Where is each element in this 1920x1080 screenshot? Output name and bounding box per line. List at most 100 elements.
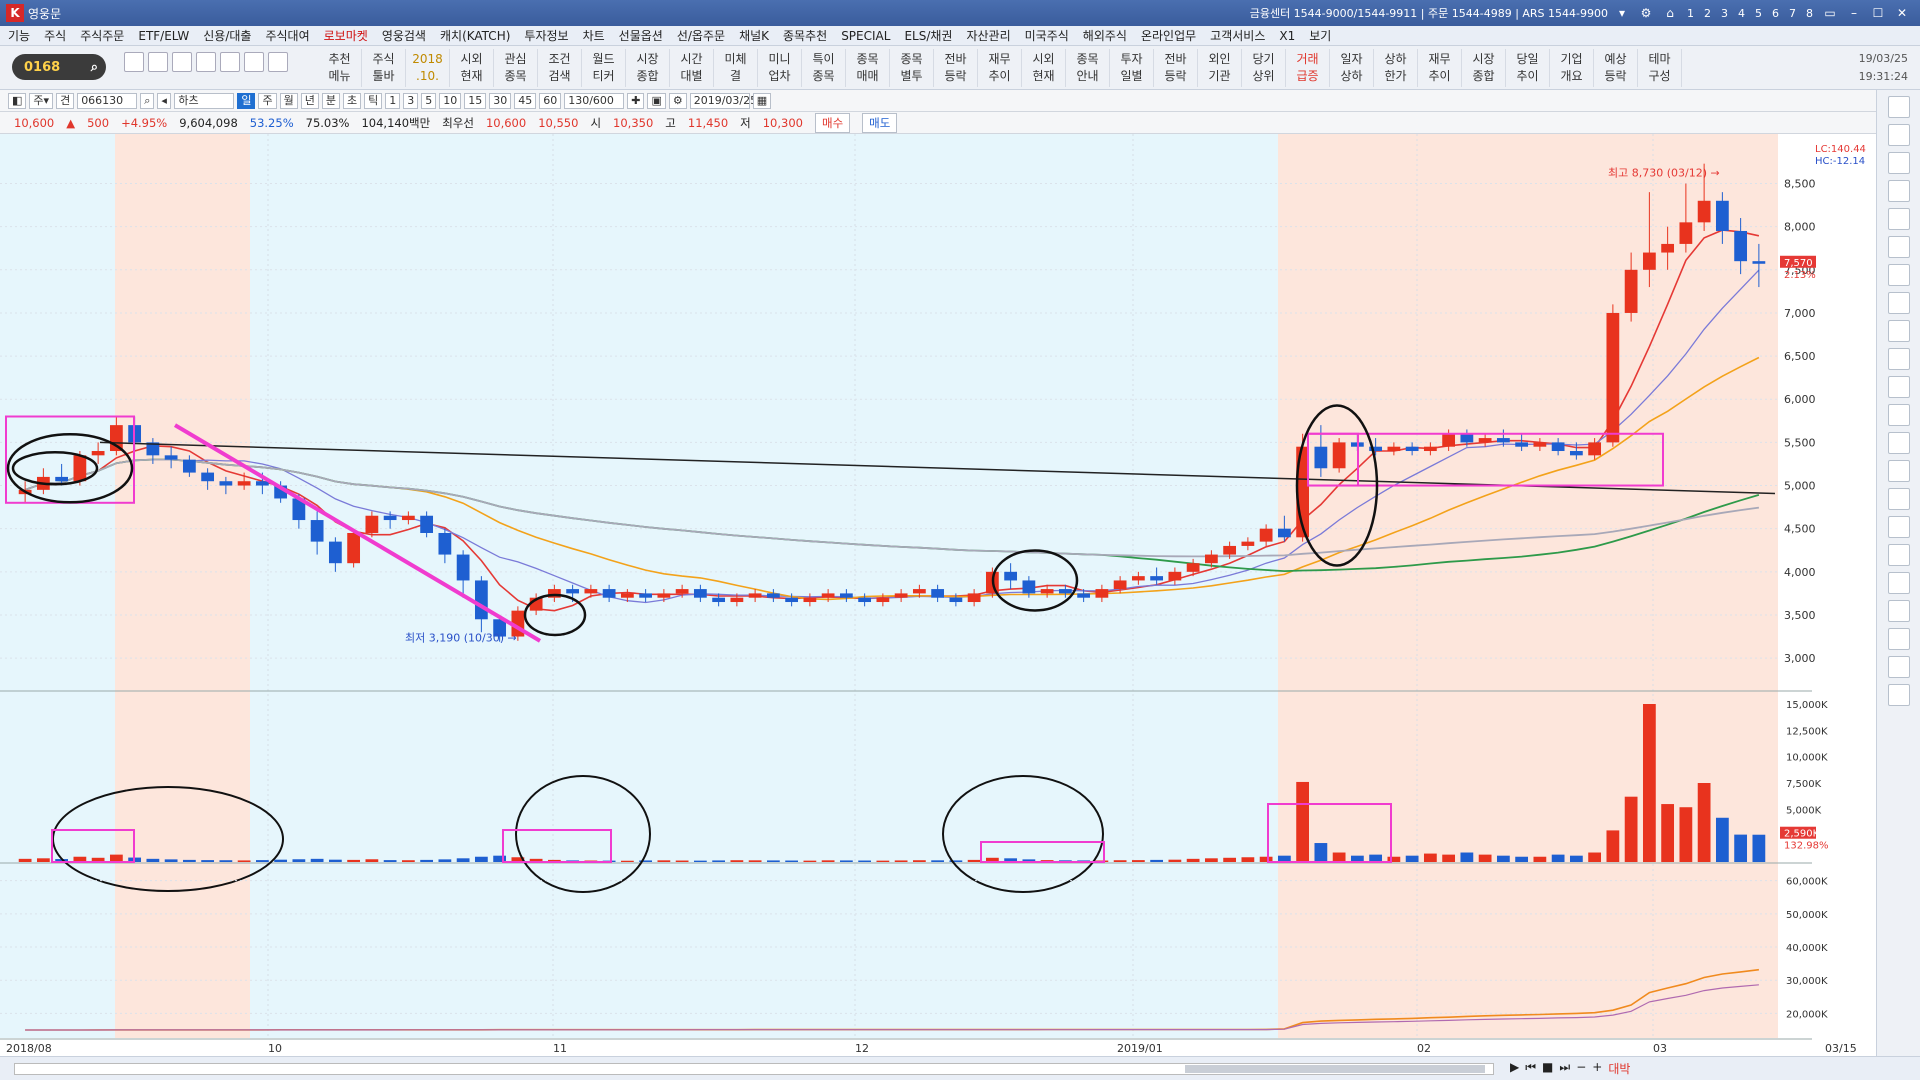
menu-item-6[interactable]: 로보마켓 [323,29,368,43]
min-45[interactable]: 45 [514,92,537,109]
rect-icon[interactable] [1887,404,1910,426]
quick-button-14[interactable]: 전바 등락 [934,49,978,87]
page-2[interactable]: 2 [1704,6,1711,20]
arrows-icon[interactable] [1887,460,1910,482]
quick-button-20[interactable]: 외인 기관 [1198,49,1242,87]
quick-button-5[interactable]: 조건 검색 [538,49,582,87]
quick-button-22[interactable]: 거래 급증 [1286,49,1330,87]
zoom-out-icon[interactable]: − [1576,1060,1587,1074]
menu-item-16[interactable]: ELS/채권 [904,29,953,43]
quick-button-21[interactable]: 당기 상위 [1242,49,1286,87]
calendar-icon[interactable]: ▦ [752,92,772,109]
page-7[interactable]: 7 [1789,6,1796,20]
search-icon[interactable]: ⌕ [140,92,155,109]
quick-button-29[interactable]: 예상 등락 [1594,49,1638,87]
circle-icon[interactable] [1887,376,1910,398]
menu-item-10[interactable]: 차트 [582,29,605,43]
settings-icon[interactable] [1887,152,1910,174]
menu-item-8[interactable]: 캐치(KATCH) [439,29,511,43]
save-icon[interactable]: ▣ [647,92,666,109]
speaker-icon[interactable]: ◂ [157,92,172,109]
fib-icon[interactable] [1887,348,1910,370]
last-icon[interactable]: ⏭ [1559,1060,1571,1074]
eraser-icon[interactable] [1887,572,1910,594]
screen-code-input[interactable]: 0168 ⌕ [12,54,106,80]
stock-name[interactable]: 하츠 [174,92,235,109]
period-minute[interactable]: 분 [321,92,340,109]
layout-icon[interactable] [1887,124,1910,146]
dropdown-icon[interactable]: ▾ [1618,6,1626,20]
gear-icon[interactable] [268,52,288,72]
menu-item-13[interactable]: 채널K [739,29,770,43]
page-6[interactable]: 6 [1772,6,1779,20]
min-1[interactable]: 1 [385,92,401,109]
menu-item-15[interactable]: SPECIAL [841,28,891,43]
vline-icon[interactable] [1887,320,1910,342]
settings-icon[interactable]: ⚙ [1640,6,1652,20]
minimize-icon[interactable]: – [1851,6,1857,20]
undo-icon[interactable] [1887,488,1910,510]
buy-button[interactable]: 매수 [814,112,851,133]
pen-icon[interactable] [1887,600,1910,622]
quick-button-12[interactable]: 종목 매매 [846,49,890,87]
period-month[interactable]: 월 [279,92,298,109]
quick-button-17[interactable]: 종목 안내 [1066,49,1110,87]
lock-icon[interactable] [172,52,192,72]
period-week[interactable]: 주 [258,92,277,109]
menu-item-19[interactable]: 해외주식 [1082,29,1127,43]
zoom-in-icon[interactable]: + [1592,1060,1603,1074]
play-icon[interactable]: ▶ [1510,1060,1520,1074]
menu-item-9[interactable]: 투자정보 [524,29,569,43]
quick-button-9[interactable]: 미체 결 [714,49,758,87]
min-30[interactable]: 30 [489,92,512,109]
list-icon[interactable] [1887,656,1910,678]
cursor-icon[interactable] [1887,236,1910,258]
chart-icon[interactable] [124,52,144,72]
menu-item-23[interactable]: 보기 [1309,29,1332,43]
quick-button-26[interactable]: 시장 종합 [1462,49,1506,87]
period-second[interactable]: 초 [342,92,362,109]
wave-icon[interactable] [1887,432,1910,454]
text-icon[interactable] [1887,516,1910,538]
min-60[interactable]: 60 [539,92,562,109]
gear-icon[interactable]: ⚙ [668,92,687,109]
quick-button-4[interactable]: 관심 종목 [494,49,538,87]
note-icon[interactable] [1887,628,1910,650]
date-input[interactable]: 2019/03/25 [689,92,757,109]
page-5[interactable]: 5 [1755,6,1762,20]
menu-item-20[interactable]: 온라인업무 [1140,29,1197,43]
menu-item-7[interactable]: 영웅검색 [381,29,426,43]
quick-button-1[interactable]: 주식 툴바 [362,49,406,87]
quick-button-11[interactable]: 특이 종목 [802,49,846,87]
menu-item-14[interactable]: 종목추천 [783,29,828,43]
chart-area[interactable]: 3,000 3,500 4,000 4,500 5,000 5,500 6,000 6,500… [0,134,1876,1056]
page-4[interactable]: 4 [1738,6,1745,20]
min-3[interactable]: 3 [403,92,419,109]
page-3[interactable]: 3 [1721,6,1728,20]
menu-item-22[interactable]: X1 [1279,28,1296,43]
palette-icon[interactable] [1887,684,1910,706]
scroll-thumb[interactable] [1185,1065,1485,1073]
hline-icon[interactable] [1887,264,1910,286]
quick-button-2[interactable]: 2018 .10. [406,49,450,87]
min-10[interactable]: 10 [439,92,462,109]
menu-item-11[interactable]: 선물옵션 [618,29,663,43]
price-chart[interactable]: 3,000 3,500 4,000 4,500 5,000 5,500 6,000 6,500… [0,134,1876,1056]
quick-button-19[interactable]: 전바 등락 [1154,49,1198,87]
min-5[interactable]: 5 [421,92,437,109]
restore-icon[interactable]: ▭ [1824,6,1836,20]
quick-button-10[interactable]: 미니 업차 [758,49,802,87]
page-1[interactable]: 1 [1687,6,1694,20]
trendline-icon[interactable] [1887,292,1910,314]
min-15[interactable]: 15 [464,92,487,109]
menu-item-2[interactable]: 주식주문 [80,29,125,43]
quick-button-24[interactable]: 상하 한가 [1374,49,1418,87]
screen-icon[interactable] [196,52,216,72]
quick-button-13[interactable]: 종목 별투 [890,49,934,87]
page-8[interactable]: 8 [1806,6,1813,20]
quick-button-25[interactable]: 재무 추이 [1418,49,1462,87]
quick-button-23[interactable]: 일자 상하 [1330,49,1374,87]
menu-item-3[interactable]: ETF/ELW [138,28,190,43]
close-icon[interactable]: ✕ [1896,6,1908,20]
search-icon[interactable]: ⌕ [90,59,98,75]
